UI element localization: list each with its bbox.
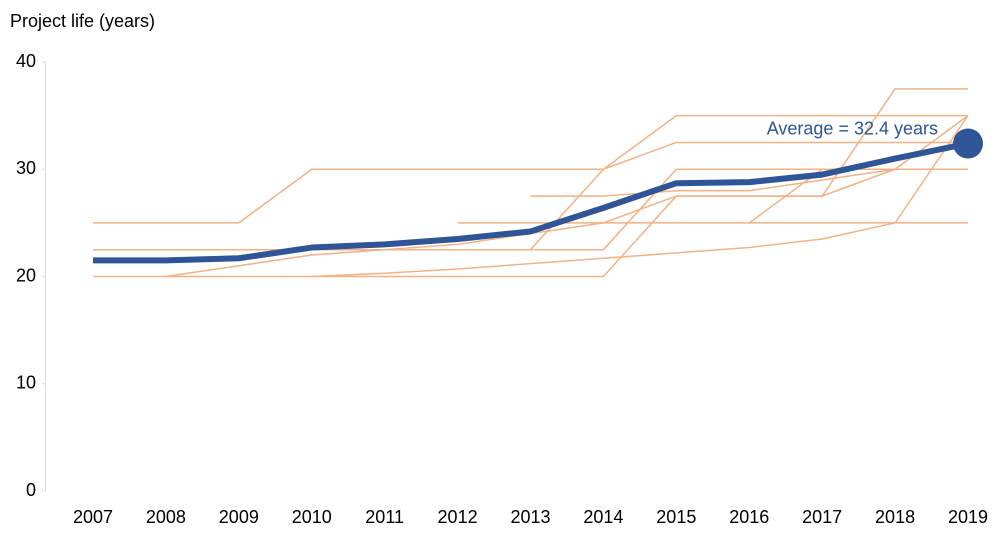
x-tick-label: 2013 (510, 507, 550, 527)
x-tick-label: 2009 (219, 507, 259, 527)
x-tick-label: 2015 (656, 507, 696, 527)
y-tick-label: 0 (26, 480, 36, 500)
average-marker (953, 128, 983, 159)
x-tick-label: 2016 (729, 507, 769, 527)
x-tick-label: 2019 (948, 507, 988, 527)
project-line (311, 115, 969, 278)
x-tick-label: 2010 (292, 507, 332, 527)
y-axis-title: Project life (years) (10, 11, 155, 31)
x-tick-label: 2018 (875, 507, 915, 527)
y-tick-label: 20 (16, 265, 36, 285)
x-tick-label: 2014 (583, 507, 623, 527)
project-line (93, 141, 968, 224)
y-tick-label: 10 (16, 373, 36, 393)
y-tick-label: 30 (16, 158, 36, 178)
annotation: Average = 32.4 years (767, 118, 938, 138)
project-line (529, 114, 968, 251)
x-tick-label: 2007 (73, 507, 113, 527)
y-tick-label: 40 (16, 51, 36, 71)
x-tick-label: 2011 (365, 507, 404, 527)
project-line (93, 168, 968, 251)
x-tick-label: 2008 (146, 507, 186, 527)
x-tick-label: 2017 (802, 507, 842, 527)
x-tick-label: 2012 (438, 507, 478, 527)
average-line (93, 140, 969, 264)
project-line (821, 88, 968, 197)
